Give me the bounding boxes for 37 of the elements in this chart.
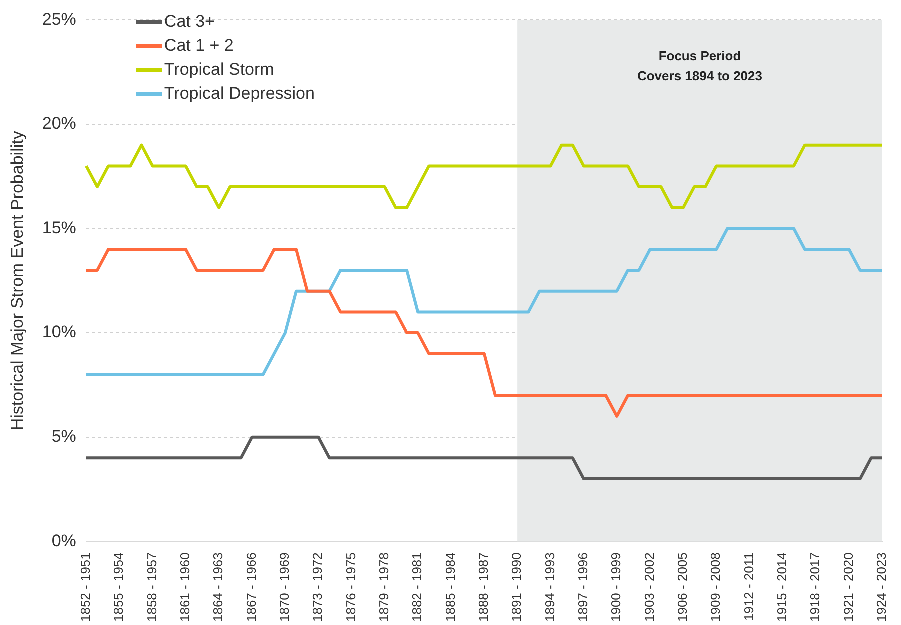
y-axis-title: Historical Major Strom Event Probability bbox=[8, 130, 27, 431]
x-tick-label: 1909 - 2008 bbox=[708, 552, 724, 622]
x-tick-label: 1852 - 1951 bbox=[78, 552, 94, 622]
y-tick-label: 15% bbox=[42, 218, 76, 238]
legend-label: Cat 3+ bbox=[164, 11, 215, 34]
x-tick-label: 1855 - 1954 bbox=[111, 552, 126, 622]
y-tick-label: 5% bbox=[52, 427, 76, 446]
x-tick-label: 1897 - 1996 bbox=[575, 552, 590, 622]
x-tick-label: 1900 - 1999 bbox=[608, 552, 624, 622]
x-tick-label: 1924 - 2023 bbox=[874, 552, 889, 622]
x-tick-label: 1894 - 1993 bbox=[542, 552, 558, 622]
x-tick-label: 1879 - 1978 bbox=[376, 552, 392, 622]
y-tick-label: 20% bbox=[42, 114, 76, 134]
x-tick-label: 1903 - 2002 bbox=[642, 552, 657, 622]
band-label: Focus Period Covers 1894 to 2023 bbox=[637, 48, 763, 84]
x-tick-label: 1876 - 1975 bbox=[343, 552, 358, 622]
x-tick-label: 1861 - 1960 bbox=[178, 552, 192, 622]
x-tick-label: 1912 - 2011 bbox=[741, 552, 756, 622]
x-tick-label: 1870 - 1969 bbox=[276, 552, 292, 622]
x-tick-label: 1873 - 1972 bbox=[310, 552, 326, 622]
legend-label: Tropical Storm bbox=[164, 59, 274, 82]
x-tick-label: 1888 - 1987 bbox=[476, 552, 491, 622]
x-tick-label: 1858 - 1957 bbox=[144, 552, 160, 622]
x-tick-label: 1891 - 1990 bbox=[509, 552, 524, 622]
y-tick-label: 10% bbox=[42, 322, 76, 342]
x-tick-label: 1918 - 2017 bbox=[808, 552, 823, 622]
legend-label: Cat 1 + 2 bbox=[164, 35, 234, 58]
x-tick-label: 1867 - 1966 bbox=[244, 552, 259, 622]
x-tick-label: 1915 - 2014 bbox=[774, 552, 790, 622]
x-tick-label: 1885 - 1984 bbox=[442, 552, 458, 622]
x-tick-label: 1882 - 1981 bbox=[410, 552, 425, 622]
x-tick-label: 1864 - 1963 bbox=[210, 552, 226, 622]
y-tick-label: 25% bbox=[42, 10, 76, 29]
y-tick-label: 0% bbox=[52, 531, 76, 550]
x-tick-label: 1906 - 2005 bbox=[674, 552, 690, 622]
legend-label: Tropical Depression bbox=[164, 83, 315, 106]
x-tick-label: 1921 - 2020 bbox=[840, 552, 856, 622]
